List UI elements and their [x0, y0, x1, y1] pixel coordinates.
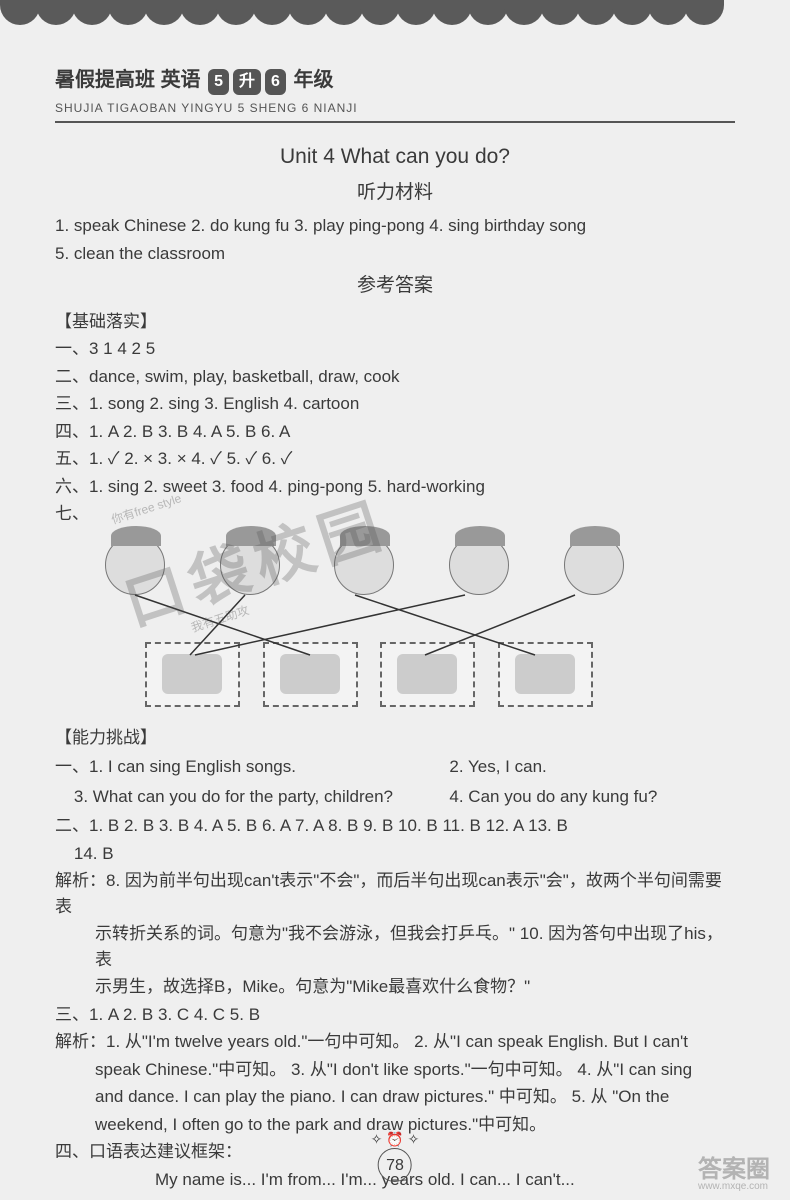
listening-line-2: 5. clean the classroom: [55, 241, 735, 267]
answers-heading: 参考答案: [55, 272, 735, 301]
basic-section-label: 【基础落实】: [55, 309, 735, 335]
matching-lines: [55, 535, 735, 715]
ability-1-3: 3. What can you do for the party, childr…: [55, 784, 449, 810]
explain-3c: and dance. I can play the piano. I can d…: [55, 1084, 735, 1110]
explain-3a: 解析：1. 从"I'm twelve years old."一句中可知。 2. …: [55, 1029, 735, 1055]
ability-1-4: 4. Can you do any kung fu?: [449, 784, 657, 810]
basic-q5: 五、1. ✓ 2. × 3. × 4. ✓ 5. ✓ 6. ✓: [55, 446, 735, 472]
ability-1-1: 一、1. I can sing English songs.: [55, 754, 449, 780]
clock-icon: ✧ ⏰ ✧: [371, 1129, 420, 1150]
header-pinyin: SHUJIA TIGAOBAN YINGYU 5 SHENG 6 NIANJI: [55, 99, 735, 123]
basic-q1: 一、3 1 4 2 5: [55, 336, 735, 362]
basic-q4: 四、1. A 2. B 3. B 4. A 5. B 6. A: [55, 419, 735, 445]
unit-title: Unit 4 What can you do?: [55, 141, 735, 173]
ability-1-2: 2. Yes, I can.: [449, 754, 546, 780]
explain-8a: 解析：8. 因为前半句出现can't表示"不会"，而后半句出现can表示"会"，…: [55, 868, 735, 919]
ability-3: 三、1. A 2. B 3. C 4. C 5. B: [55, 1002, 735, 1028]
header-grade-label: 年级: [294, 69, 334, 91]
page-header: 暑假提高班 英语 5升6 年级: [55, 65, 735, 95]
basic-q2: 二、dance, swim, play, basketball, draw, c…: [55, 364, 735, 390]
corner-watermark-url: www.mxqe.com: [698, 1179, 768, 1194]
ability-section-label: 【能力挑战】: [55, 725, 735, 751]
page-number-block: ✧ ⏰ ✧ 78: [371, 1129, 420, 1182]
matching-diagram: [55, 535, 735, 715]
ability-2b: 14. B: [55, 841, 735, 867]
grade-badge-to: 6: [265, 69, 286, 95]
grade-badge-from: 5: [208, 69, 229, 95]
basic-q3: 三、1. song 2. sing 3. English 4. cartoon: [55, 391, 735, 417]
listening-heading: 听力材料: [55, 179, 735, 208]
decorative-scallop-border: [0, 0, 790, 30]
explain-8c: 示男生，故选择B，Mike。句意为"Mike最喜欢什么食物？": [55, 974, 735, 1000]
ability-2: 二、1. B 2. B 3. B 4. A 5. B 6. A 7. A 8. …: [55, 813, 735, 839]
header-series: 暑假提高班: [55, 69, 155, 91]
header-subject: 英语: [161, 69, 201, 91]
listening-line-1: 1. speak Chinese 2. do kung fu 3. play p…: [55, 213, 735, 239]
page-number: 78: [378, 1148, 412, 1182]
grade-badge-up: 升: [233, 69, 261, 95]
explain-8b: 示转折关系的词。句意为"我不会游泳，但我会打乒乓。" 10. 因为答句中出现了h…: [55, 921, 735, 972]
explain-3b: speak Chinese."中可知。 3. 从"I don't like sp…: [55, 1057, 735, 1083]
